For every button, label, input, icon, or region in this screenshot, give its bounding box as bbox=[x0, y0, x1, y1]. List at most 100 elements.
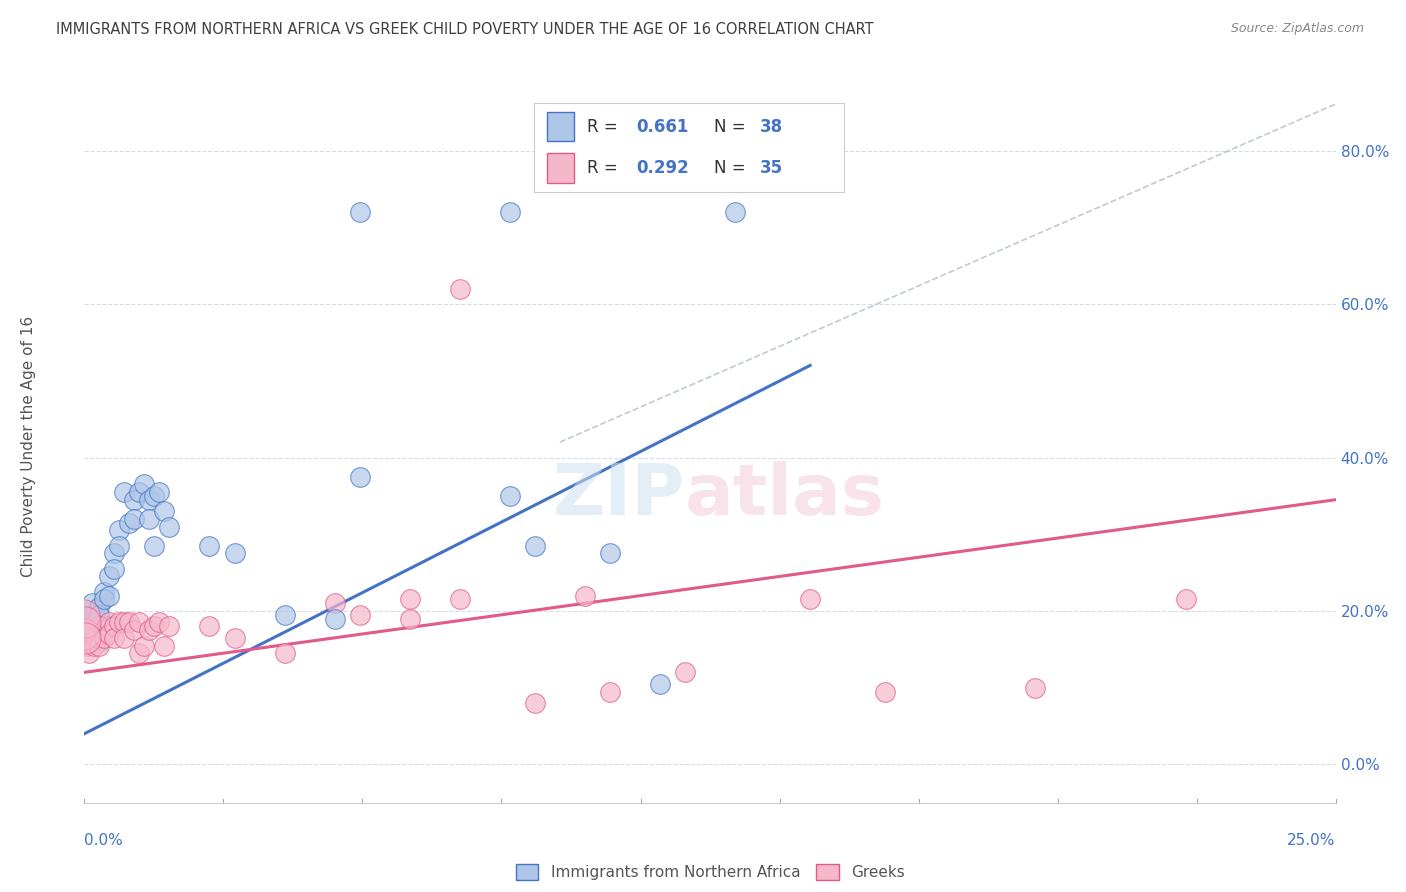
Point bbox=[93, 623, 115, 637]
Point bbox=[153, 639, 176, 653]
Point bbox=[499, 489, 522, 503]
Point bbox=[273, 607, 295, 622]
Point bbox=[80, 623, 103, 637]
Point bbox=[79, 646, 101, 660]
Point bbox=[108, 524, 131, 538]
Point bbox=[128, 646, 150, 660]
Point bbox=[83, 631, 105, 645]
Point bbox=[89, 619, 111, 633]
Bar bbox=[547, 112, 575, 141]
Point bbox=[349, 469, 371, 483]
Text: Child Poverty Under the Age of 16: Child Poverty Under the Age of 16 bbox=[21, 316, 35, 576]
Text: 35: 35 bbox=[761, 159, 783, 177]
Point bbox=[224, 546, 246, 560]
Point bbox=[98, 619, 121, 633]
Point bbox=[79, 604, 101, 618]
Point bbox=[159, 519, 181, 533]
Point bbox=[98, 615, 121, 630]
Point bbox=[128, 615, 150, 630]
Point bbox=[112, 631, 135, 645]
Point bbox=[112, 485, 135, 500]
Point bbox=[224, 631, 246, 645]
Point bbox=[103, 631, 125, 645]
Point bbox=[128, 485, 150, 500]
Point bbox=[89, 634, 111, 648]
Point bbox=[323, 596, 346, 610]
Text: IMMIGRANTS FROM NORTHERN AFRICA VS GREEK CHILD POVERTY UNDER THE AGE OF 16 CORRE: IMMIGRANTS FROM NORTHERN AFRICA VS GREEK… bbox=[56, 22, 875, 37]
Point bbox=[148, 615, 170, 630]
Point bbox=[79, 623, 101, 637]
Text: ZIP: ZIP bbox=[553, 461, 685, 531]
Point bbox=[724, 205, 747, 219]
Point bbox=[323, 612, 346, 626]
Text: N =: N = bbox=[714, 159, 751, 177]
Text: 38: 38 bbox=[761, 118, 783, 136]
Point bbox=[148, 485, 170, 500]
Point bbox=[875, 684, 897, 698]
Point bbox=[89, 619, 111, 633]
Point bbox=[83, 607, 105, 622]
Point bbox=[1024, 681, 1046, 695]
Point bbox=[599, 546, 621, 560]
Text: R =: R = bbox=[586, 159, 623, 177]
Point bbox=[124, 492, 146, 507]
Point bbox=[80, 596, 103, 610]
Point bbox=[103, 619, 125, 633]
Point bbox=[112, 615, 135, 630]
Point bbox=[75, 615, 97, 630]
Point bbox=[124, 512, 146, 526]
Point bbox=[93, 631, 115, 645]
Point bbox=[398, 592, 420, 607]
Point bbox=[398, 612, 420, 626]
Point bbox=[138, 492, 160, 507]
Text: 0.292: 0.292 bbox=[637, 159, 689, 177]
Point bbox=[799, 592, 821, 607]
Point bbox=[73, 627, 96, 641]
Point bbox=[79, 615, 101, 630]
Point bbox=[574, 589, 596, 603]
Point bbox=[75, 631, 97, 645]
Point bbox=[143, 489, 166, 503]
Point bbox=[89, 627, 111, 641]
Point bbox=[349, 607, 371, 622]
Point bbox=[89, 607, 111, 622]
Text: 0.0%: 0.0% bbox=[84, 833, 124, 848]
Point bbox=[138, 623, 160, 637]
Point bbox=[499, 205, 522, 219]
Point bbox=[159, 619, 181, 633]
Point bbox=[98, 569, 121, 583]
Point bbox=[86, 631, 108, 645]
Point bbox=[153, 504, 176, 518]
Point bbox=[134, 639, 156, 653]
Point bbox=[673, 665, 696, 680]
Point bbox=[83, 639, 105, 653]
Point bbox=[449, 282, 471, 296]
Point bbox=[76, 607, 98, 622]
Point bbox=[89, 639, 111, 653]
Point bbox=[73, 607, 96, 622]
Point bbox=[108, 615, 131, 630]
Legend: Immigrants from Northern Africa, Greeks: Immigrants from Northern Africa, Greeks bbox=[508, 856, 912, 888]
Text: 25.0%: 25.0% bbox=[1288, 833, 1336, 848]
Point bbox=[118, 516, 141, 530]
Point bbox=[89, 600, 111, 615]
Point bbox=[143, 539, 166, 553]
Point bbox=[198, 539, 221, 553]
Point bbox=[124, 623, 146, 637]
Point bbox=[523, 539, 546, 553]
Point bbox=[118, 615, 141, 630]
Text: N =: N = bbox=[714, 118, 751, 136]
Point bbox=[83, 615, 105, 630]
Text: 0.661: 0.661 bbox=[637, 118, 689, 136]
Point bbox=[93, 592, 115, 607]
Point bbox=[75, 627, 97, 641]
Point bbox=[103, 562, 125, 576]
Point bbox=[103, 546, 125, 560]
Bar bbox=[547, 153, 575, 183]
Point bbox=[76, 639, 98, 653]
Point bbox=[198, 619, 221, 633]
Point bbox=[98, 589, 121, 603]
Point bbox=[86, 612, 108, 626]
Point bbox=[98, 627, 121, 641]
Text: Source: ZipAtlas.com: Source: ZipAtlas.com bbox=[1230, 22, 1364, 36]
